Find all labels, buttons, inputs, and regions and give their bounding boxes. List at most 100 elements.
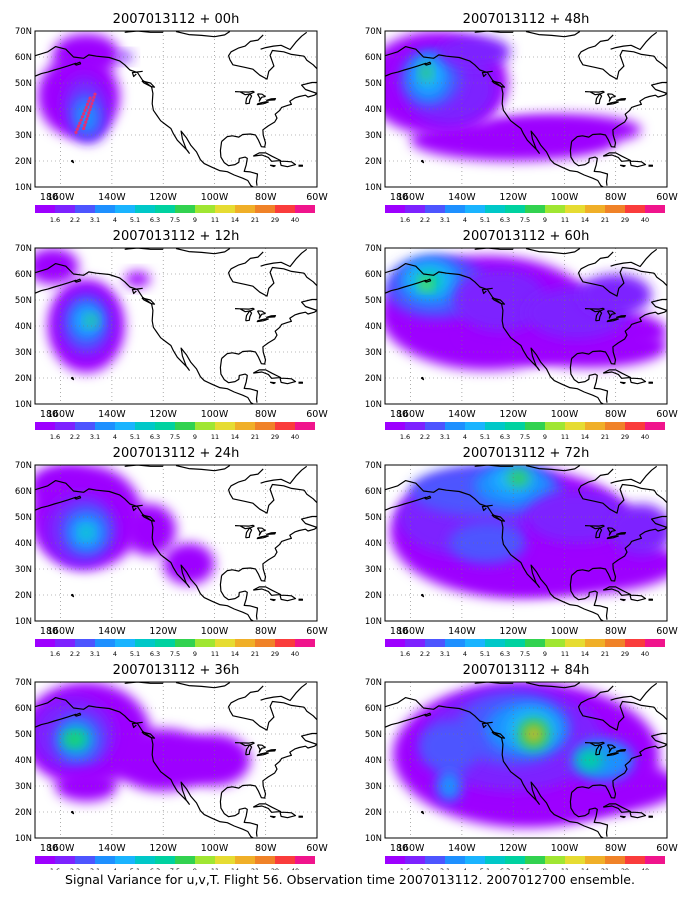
- colorbar-label: 21: [251, 433, 259, 441]
- colorbar-label: 3.1: [90, 650, 100, 658]
- lon-tick-label: 180: [390, 409, 408, 420]
- colorbar-swatch: [295, 856, 315, 864]
- colorbar: 1.6 2.2 3.1 4 5.1 6.3 7.5 9 11 14 21 29 40: [385, 205, 665, 224]
- colorbar-swatch: [585, 856, 605, 864]
- colorbar-swatch: [255, 856, 275, 864]
- lat-tick-label: 70N: [15, 461, 32, 471]
- observation-points: [74, 92, 97, 134]
- colorbar-swatch: [505, 856, 525, 864]
- variance-contour: [449, 522, 526, 564]
- colorbar-swatch: [35, 639, 55, 647]
- colorbar-swatch: [565, 422, 585, 430]
- colorbar-label: 11: [211, 867, 219, 870]
- colorbar-swatch: [155, 856, 175, 864]
- colorbar-swatch: [525, 639, 545, 647]
- colorbar-swatch: [585, 639, 605, 647]
- lon-tick-label: 80W: [255, 409, 277, 420]
- colorbar-swatch: [275, 205, 295, 213]
- colorbar-label: 4: [113, 867, 117, 870]
- colorbar-swatch: [585, 422, 605, 430]
- colorbar-swatch: [625, 422, 645, 430]
- colorbar-swatch: [75, 856, 95, 864]
- lon-tick-label: 100W: [201, 843, 229, 854]
- lon-tick-label: 140W: [448, 409, 476, 420]
- lon-tick-label: 100W: [551, 843, 579, 854]
- lon-tick-label: 60W: [656, 843, 678, 854]
- lon-tick-label: 120W: [499, 626, 527, 637]
- colorbar-label: 5.1: [130, 433, 140, 441]
- colorbar-label: 14: [581, 867, 589, 870]
- colorbar-swatch: [95, 205, 115, 213]
- colorbar-label: 14: [581, 433, 589, 441]
- colorbar-label: 4: [463, 433, 467, 441]
- colorbar-label: 4: [113, 650, 117, 658]
- colorbar-swatch: [525, 205, 545, 213]
- colorbar-label: 11: [561, 216, 569, 224]
- lon-tick-label: 120W: [149, 843, 177, 854]
- colorbar-label: 14: [231, 433, 239, 441]
- coastline: [35, 248, 317, 404]
- colorbar-label: 40: [291, 216, 299, 224]
- colorbar-swatch: [565, 639, 585, 647]
- colorbar-label: 6.3: [150, 867, 160, 870]
- colorbar-label: 7.5: [170, 650, 180, 658]
- colorbar-swatch: [115, 422, 135, 430]
- colorbar-swatch: [55, 205, 75, 213]
- colorbar-label: 9: [543, 216, 547, 224]
- colorbar-swatch: [485, 205, 505, 213]
- colorbar-label: 29: [271, 216, 279, 224]
- colorbar-label: 1.6: [50, 867, 60, 870]
- colorbar-swatch: [545, 639, 565, 647]
- lon-tick-label: 180: [40, 626, 58, 637]
- colorbar-swatch: [445, 639, 465, 647]
- colorbar-swatch: [135, 639, 155, 647]
- lon-tick-label: 120W: [499, 192, 527, 203]
- colorbar-label: 7.5: [170, 433, 180, 441]
- lat-tick-label: 20N: [365, 374, 382, 384]
- lat-tick-label: 10N: [15, 183, 32, 193]
- colorbar-swatch: [425, 639, 445, 647]
- lon-tick-label: 100W: [551, 626, 579, 637]
- colorbar-label: 5.1: [130, 216, 140, 224]
- colorbar-swatch: [545, 205, 565, 213]
- colorbar-swatch: [195, 856, 215, 864]
- colorbar-swatch: [645, 639, 665, 647]
- lat-tick-label: 70N: [15, 27, 32, 37]
- lat-tick-label: 70N: [365, 27, 382, 37]
- lat-tick-label: 30N: [15, 131, 32, 141]
- colorbar-swatch: [195, 639, 215, 647]
- colorbar-label: 29: [621, 650, 629, 658]
- map-panel-4: 2007013112 + 24h 70N 60N 50N 40N 30N 20N 10N 180…: [15, 446, 329, 658]
- lat-tick-label: 40N: [15, 322, 32, 332]
- lon-tick-label: 120W: [499, 409, 527, 420]
- panel-title: 2007013112 + 12h: [113, 229, 240, 244]
- map-panel-0: 2007013112 + 00h 70N 60N 50N 40N 30N 20N 10N 180…: [15, 12, 329, 224]
- colorbar-label: 29: [271, 433, 279, 441]
- colorbar-swatch: [385, 205, 405, 213]
- lat-tick-label: 20N: [15, 157, 32, 167]
- colorbar-swatch: [35, 205, 55, 213]
- variance-contour: [124, 504, 176, 556]
- colorbar-swatch: [505, 205, 525, 213]
- map-frame: [34, 464, 318, 622]
- colorbar-swatch: [155, 639, 175, 647]
- map-panel-1: 2007013112 + 48h 70N 60N 50N 40N 30N 20N 10N 180…: [365, 12, 679, 224]
- colorbar-label: 3.1: [440, 867, 450, 870]
- lat-tick-label: 10N: [365, 834, 382, 844]
- colorbar-label: 6.3: [150, 433, 160, 441]
- colorbar-label: 2.2: [420, 433, 430, 441]
- colorbar-label: 3.1: [90, 433, 100, 441]
- map-frame: [34, 30, 318, 188]
- colorbar-swatch: [155, 205, 175, 213]
- colorbar-label: 5.1: [130, 650, 140, 658]
- lon-tick-label: 80W: [605, 409, 627, 420]
- colorbar-swatch: [275, 639, 295, 647]
- colorbar-label: 11: [211, 216, 219, 224]
- colorbar-label: 9: [193, 867, 197, 870]
- colorbar-label: 9: [193, 216, 197, 224]
- colorbar-label: 11: [561, 867, 569, 870]
- colorbar-swatch: [115, 205, 135, 213]
- map-panel-7: 2007013112 + 84h 70N 60N 50N 40N 30N 20N 10N 180…: [365, 663, 679, 870]
- colorbar-label: 21: [601, 433, 609, 441]
- colorbar-label: 5.1: [480, 433, 490, 441]
